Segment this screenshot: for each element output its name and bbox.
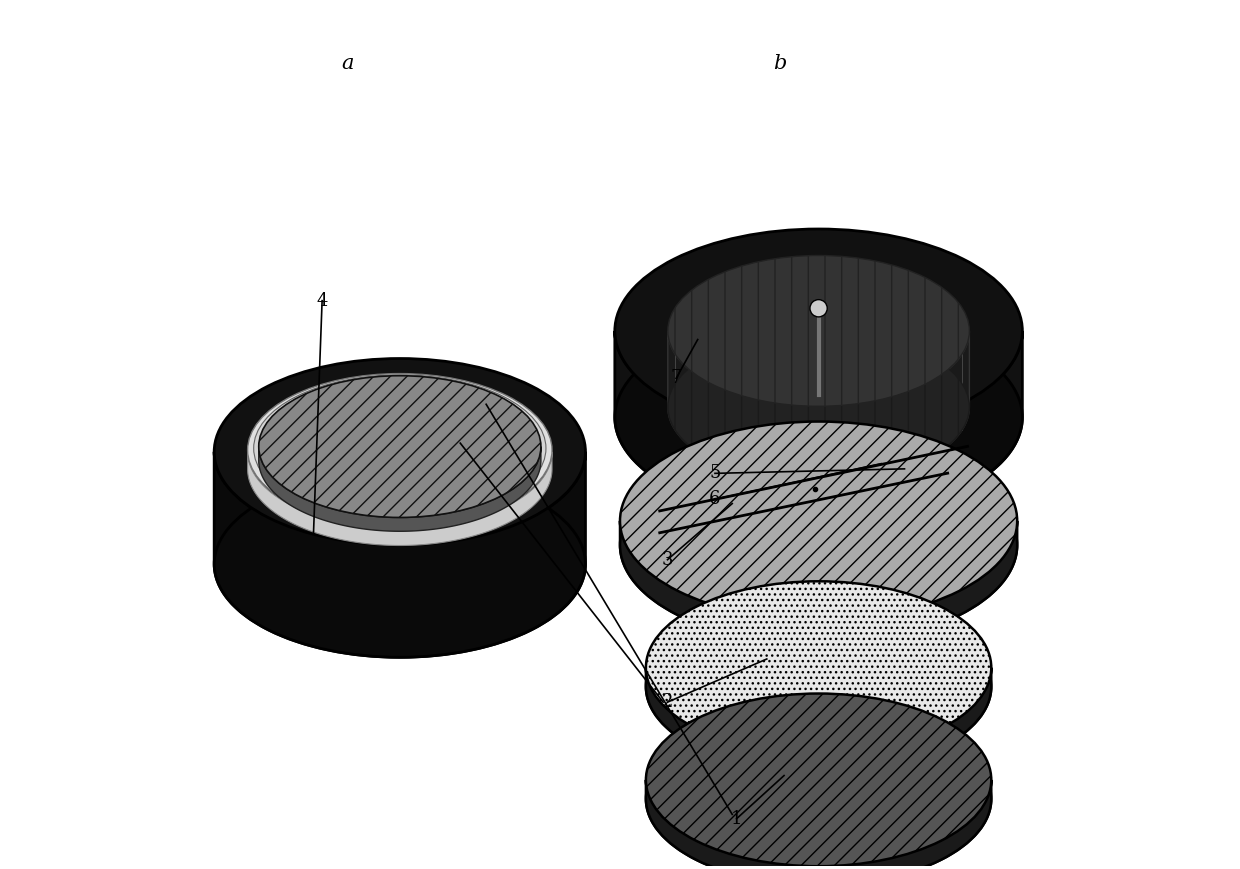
Ellipse shape xyxy=(254,375,546,521)
Polygon shape xyxy=(620,521,1017,644)
Polygon shape xyxy=(668,331,970,482)
Ellipse shape xyxy=(259,375,541,517)
Polygon shape xyxy=(646,779,991,869)
Ellipse shape xyxy=(615,229,1022,433)
Text: a: a xyxy=(342,54,355,73)
Ellipse shape xyxy=(215,471,585,657)
Circle shape xyxy=(810,300,827,317)
Ellipse shape xyxy=(668,255,970,407)
Ellipse shape xyxy=(248,374,552,527)
Ellipse shape xyxy=(668,331,970,482)
Text: 1: 1 xyxy=(730,810,743,828)
Ellipse shape xyxy=(620,446,1017,644)
Text: 3: 3 xyxy=(662,551,673,568)
Text: 4: 4 xyxy=(316,292,327,309)
Polygon shape xyxy=(259,447,541,531)
Polygon shape xyxy=(646,667,991,773)
Ellipse shape xyxy=(646,581,991,754)
Text: 7: 7 xyxy=(671,369,682,388)
Text: 6: 6 xyxy=(709,490,720,508)
Ellipse shape xyxy=(646,600,991,773)
Ellipse shape xyxy=(215,359,585,545)
Text: b: b xyxy=(773,54,786,73)
Text: 2: 2 xyxy=(662,693,673,711)
Ellipse shape xyxy=(646,713,991,869)
Text: 5: 5 xyxy=(709,464,720,482)
Polygon shape xyxy=(215,452,585,657)
Polygon shape xyxy=(248,452,552,546)
Ellipse shape xyxy=(615,315,1022,519)
Ellipse shape xyxy=(620,421,1017,620)
Ellipse shape xyxy=(646,693,991,866)
Polygon shape xyxy=(615,331,1022,519)
